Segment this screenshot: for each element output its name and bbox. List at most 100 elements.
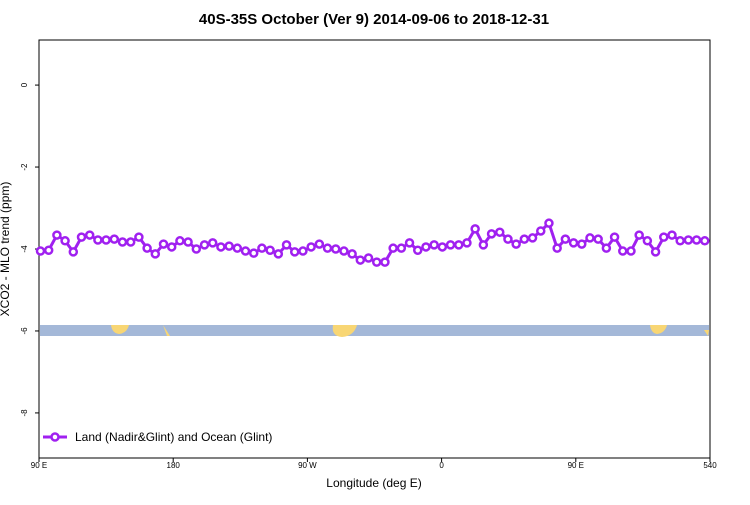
data-point [453,240,464,250]
x-tick-label: 90 W [298,461,317,470]
data-point [52,230,62,240]
x-tick-label: 90 E [568,461,584,470]
data-point [150,249,161,259]
data-point [503,234,513,244]
data-point [281,240,292,250]
data-point [683,235,694,245]
data-point [675,236,685,246]
x-tick-label: 540 [703,461,717,470]
data-point [486,229,497,239]
data-point [560,234,571,244]
data-point [175,236,185,246]
data-point [511,239,521,249]
data-point [527,233,538,243]
data-point [84,230,95,240]
data-point [134,232,144,242]
y-axis-label: XCO2 - MLO trend (ppm) [0,182,12,317]
data-point [585,233,595,243]
data-point [601,243,612,253]
data-point [388,243,398,253]
x-axis-label: Longitude (deg E) [326,476,421,490]
legend-label: Land (Nadir&Glint) and Ocean (Glint) [75,430,272,444]
data-point [289,247,300,257]
data-point [207,238,218,248]
data-point [593,234,603,244]
data-point [691,235,702,245]
data-point [642,236,653,246]
x-tick-label: 180 [167,461,181,470]
data-point [626,246,636,256]
chart-title: 40S-35S October (Ver 9) 2014-09-06 to 20… [199,11,549,28]
data-point [618,246,628,256]
data-point [257,243,267,253]
data-point [404,238,415,248]
data-point [265,245,275,255]
data-point [199,240,210,250]
data-point [568,238,579,248]
y-tick-label: -4 [20,245,29,253]
data-point [101,235,111,245]
data-point [609,232,620,242]
data-point [93,235,103,245]
surface-band [40,325,709,337]
data-point [371,257,382,267]
data-point [117,237,128,247]
data-point [109,234,120,244]
data-point [347,249,357,259]
data-point [273,249,284,259]
data-point [224,241,234,251]
data-point [125,237,136,247]
data-point [166,242,177,252]
data-point [43,245,54,255]
data-point [142,243,152,253]
data-point [536,226,546,236]
data-point [183,237,193,247]
data-point [339,246,349,256]
data-point [667,230,677,240]
data-point [330,244,341,254]
data-point [298,246,308,256]
data-point [552,243,562,253]
data-point [700,236,710,246]
data-point [60,236,70,246]
data-point [421,242,431,252]
data-point [306,242,316,252]
data-point [470,224,480,234]
y-tick-label: -6 [20,327,29,335]
x-tick-label: 0 [439,461,444,470]
data-point [322,243,333,253]
data-point [68,247,79,257]
y-tick-label: 0 [20,82,29,87]
x-tick-label: 90 E [31,461,47,470]
data-point [248,248,259,258]
data-point [191,244,202,254]
y-tick-label: -2 [20,163,29,171]
data-point [519,234,530,244]
y-tick-label: -8 [20,409,29,417]
data-point [462,238,472,248]
data-point [445,240,456,250]
data-point [240,246,251,256]
data-point [232,243,243,253]
data-point [478,240,489,250]
data-point [35,246,46,256]
data-point [412,245,423,255]
data-point [363,253,374,263]
data-point [634,230,644,240]
data-point [355,255,366,265]
data-point [76,232,87,242]
data-point [429,240,439,250]
data-point [158,239,169,249]
data-point [314,239,325,249]
data-point [659,232,669,242]
data-point [577,239,587,249]
data-point [216,242,226,252]
data-point [544,218,554,228]
data-point [396,243,407,253]
data-point [650,247,661,257]
data-point [495,227,505,237]
data-point [437,242,448,252]
legend-marker [50,432,60,442]
data-point [380,257,390,267]
